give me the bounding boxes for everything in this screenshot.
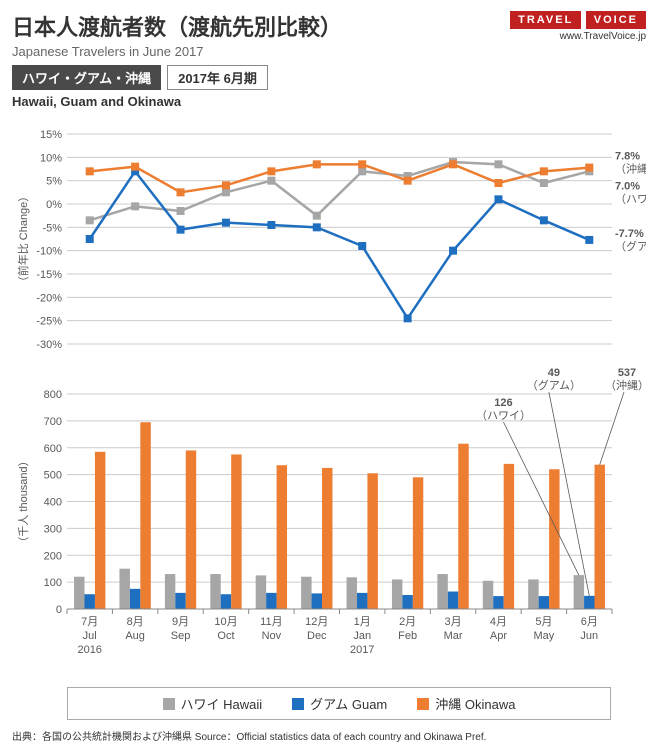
- subtitle-en: Hawaii, Guam and Okinawa: [12, 94, 646, 109]
- legend: ハワイ Hawaii グアム Guam 沖縄 Okinawa: [67, 687, 611, 720]
- svg-text:Oct: Oct: [217, 630, 234, 642]
- svg-text:2月: 2月: [399, 616, 416, 628]
- svg-text:15%: 15%: [40, 129, 62, 141]
- svg-text:7月: 7月: [81, 616, 98, 628]
- svg-text:May: May: [533, 630, 554, 642]
- svg-text:（沖縄）: （沖縄）: [615, 162, 646, 176]
- svg-text:400: 400: [44, 497, 62, 509]
- svg-text:9月: 9月: [172, 616, 189, 628]
- svg-text:12月: 12月: [305, 616, 328, 628]
- svg-text:3月: 3月: [444, 616, 461, 628]
- svg-text:100: 100: [44, 577, 62, 589]
- footer-source: 出典：各国の公共統計機関および沖縄県 Source：Official stati…: [12, 728, 646, 743]
- legend-okinawa: 沖縄 Okinawa: [417, 694, 515, 713]
- svg-text:11月: 11月: [260, 616, 282, 628]
- svg-text:10月: 10月: [214, 616, 237, 628]
- svg-text:-5%: -5%: [42, 222, 62, 234]
- svg-text:126: 126: [494, 397, 512, 409]
- svg-text:Aug: Aug: [125, 630, 145, 642]
- svg-text:（沖縄）: （沖縄）: [605, 378, 646, 392]
- svg-text:10%: 10%: [40, 152, 62, 164]
- svg-text:2017: 2017: [350, 644, 374, 656]
- page-title: 日本人渡航者数（渡航先別比較）: [12, 10, 342, 42]
- svg-text:0: 0: [56, 604, 62, 616]
- page-subtitle: Japanese Travelers in June 2017: [12, 44, 342, 59]
- svg-text:（グアム）: （グアム）: [527, 378, 581, 392]
- svg-text:（ハワイ）: （ハワイ）: [615, 192, 646, 205]
- svg-text:Jun: Jun: [580, 630, 598, 642]
- badge-destinations: ハワイ・グアム・沖縄: [12, 65, 161, 90]
- svg-text:Jul: Jul: [83, 630, 97, 642]
- svg-text:Feb: Feb: [398, 630, 417, 642]
- svg-text:800: 800: [44, 389, 62, 401]
- svg-text:7.0%: 7.0%: [615, 180, 640, 192]
- legend-guam: グアム Guam: [292, 694, 387, 713]
- svg-text:6月: 6月: [581, 616, 598, 628]
- svg-text:Dec: Dec: [307, 630, 327, 642]
- svg-text:4月: 4月: [490, 616, 507, 628]
- svg-text:Apr: Apr: [490, 630, 507, 642]
- logo: TRAVEL VOICE www.TravelVoice.jp: [510, 10, 646, 42]
- legend-hawaii: ハワイ Hawaii: [163, 694, 263, 713]
- svg-text:0%: 0%: [46, 199, 62, 211]
- svg-text:（前年比 Change）: （前年比 Change）: [16, 191, 30, 288]
- svg-text:-30%: -30%: [36, 339, 62, 351]
- svg-text:Jan: Jan: [353, 630, 371, 642]
- badge-period: 2017年 6月期: [167, 65, 268, 90]
- svg-text:500: 500: [44, 470, 62, 482]
- svg-text:Nov: Nov: [262, 630, 282, 642]
- svg-text:（グアム）: （グアム）: [615, 239, 646, 253]
- svg-text:（千人 thousand）: （千人 thousand）: [17, 455, 30, 547]
- chart-panel: -30% -25% -20% -15% -10% -5% 0% 5% 10% 15% （前年比 Ch…: [12, 119, 646, 679]
- svg-text:600: 600: [44, 443, 62, 455]
- svg-text:-15%: -15%: [36, 269, 62, 281]
- svg-text:5%: 5%: [46, 176, 62, 188]
- svg-text:-7.7%: -7.7%: [615, 228, 644, 240]
- svg-text:537: 537: [618, 367, 636, 379]
- svg-text:700: 700: [44, 416, 62, 428]
- svg-text:2016: 2016: [77, 644, 101, 656]
- svg-text:200: 200: [44, 550, 62, 562]
- svg-text:1月: 1月: [354, 616, 371, 628]
- svg-text:Sep: Sep: [171, 630, 191, 642]
- svg-text:300: 300: [44, 523, 62, 535]
- svg-text:-20%: -20%: [36, 292, 62, 304]
- svg-text:49: 49: [548, 367, 560, 379]
- svg-text:（ハワイ）: （ハワイ）: [476, 409, 531, 422]
- svg-text:-10%: -10%: [36, 246, 62, 258]
- chart-svg: -30% -25% -20% -15% -10% -5% 0% 5% 10% 15% （前年比 Ch…: [12, 119, 646, 679]
- svg-text:Mar: Mar: [444, 630, 463, 642]
- svg-text:5月: 5月: [535, 616, 552, 628]
- svg-text:8月: 8月: [127, 616, 144, 628]
- svg-text:7.8%: 7.8%: [615, 151, 640, 163]
- logo-url: www.TravelVoice.jp: [510, 31, 646, 42]
- svg-text:-25%: -25%: [36, 316, 62, 328]
